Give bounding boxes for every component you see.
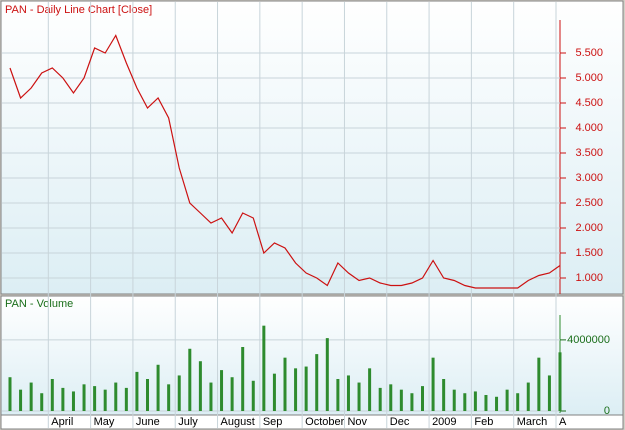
volume-bar xyxy=(251,380,255,411)
y-tick-label: 4.000 xyxy=(575,122,603,134)
y-tick-label: 3.000 xyxy=(575,172,603,184)
x-tick-label: July xyxy=(178,416,198,428)
volume-bar xyxy=(29,382,33,411)
volume-bar xyxy=(325,338,329,411)
volume-bar xyxy=(389,384,393,411)
volume-bar xyxy=(230,377,234,411)
volume-bar xyxy=(167,384,171,411)
volume-bar xyxy=(156,364,160,411)
volume-bar xyxy=(262,325,266,411)
y-tick-label: 4.500 xyxy=(575,97,603,109)
volume-bar xyxy=(114,382,118,411)
volume-bar xyxy=(93,386,97,411)
volume-bar xyxy=(516,393,520,411)
volume-bar xyxy=(82,384,86,411)
volume-bar xyxy=(283,357,287,411)
y-tick-label: 2.000 xyxy=(575,222,603,234)
volume-bar xyxy=(8,377,12,411)
x-tick-label: Feb xyxy=(474,416,493,428)
volume-bar xyxy=(272,373,276,411)
volume-bar xyxy=(241,347,245,411)
x-tick-label: Dec xyxy=(390,416,410,428)
x-axis-strip xyxy=(0,414,624,430)
volume-bar xyxy=(547,375,551,411)
x-tick-label: Nov xyxy=(347,416,367,428)
volume-bar xyxy=(442,379,446,411)
x-tick-label: Sep xyxy=(263,416,283,428)
volume-bar xyxy=(188,348,192,411)
volume-title: PAN - Volume xyxy=(5,298,73,310)
volume-bar xyxy=(103,389,107,411)
volume-bar xyxy=(315,354,319,411)
volume-bar xyxy=(71,391,75,411)
volume-bar xyxy=(40,393,44,411)
volume-bar xyxy=(19,389,23,411)
volume-bar xyxy=(537,357,541,411)
x-tick-label: October xyxy=(305,416,344,428)
y-tick-label: 1.500 xyxy=(575,247,603,259)
price-panel xyxy=(0,0,624,295)
volume-bar xyxy=(209,382,213,411)
y-tick-label: 5.500 xyxy=(575,47,603,59)
volume-bar xyxy=(124,387,128,411)
x-tick-label: March xyxy=(517,416,548,428)
price-line xyxy=(9,34,561,289)
volume-bar xyxy=(421,386,424,411)
volume-bar xyxy=(61,387,65,411)
volume-bar xyxy=(198,361,202,411)
y-tick-label: 1.000 xyxy=(575,272,603,284)
x-tick-label: May xyxy=(94,416,115,428)
volume-bar xyxy=(220,370,224,411)
volume-bar xyxy=(346,375,350,411)
volume-bar xyxy=(294,368,298,411)
x-tick-label: 2009 xyxy=(432,416,456,428)
price-title: PAN - Daily Line Chart [Close] xyxy=(5,4,152,16)
x-tick-label: August xyxy=(221,416,255,428)
volume-bar xyxy=(357,382,361,411)
x-tick-label: June xyxy=(136,416,160,428)
volume-bar xyxy=(452,389,456,411)
volume-bar xyxy=(50,379,54,411)
volume-bar xyxy=(378,387,382,411)
y-tick-label: 5.000 xyxy=(575,72,603,84)
volume-bar xyxy=(484,395,488,411)
volume-bar xyxy=(368,368,372,411)
volume-bar xyxy=(526,382,530,411)
volume-bar xyxy=(399,389,403,411)
volume-bar xyxy=(431,357,435,411)
volume-bar xyxy=(473,391,477,411)
y-tick-label: 3.500 xyxy=(575,147,603,159)
x-tick-label: April xyxy=(51,416,73,428)
volume-bar xyxy=(135,371,139,411)
volume-bar xyxy=(558,352,562,411)
y-tick-label: 2.500 xyxy=(575,197,603,209)
volume-bar xyxy=(304,366,308,411)
volume-bar xyxy=(505,389,509,411)
volume-bar xyxy=(177,375,181,411)
y-tick-label: 4000000 xyxy=(567,334,610,346)
y-tick-label: 0 xyxy=(604,405,610,417)
volume-bar xyxy=(410,393,414,411)
volume-bar xyxy=(495,396,499,411)
volume-bar xyxy=(463,393,467,411)
x-tick-label: A xyxy=(559,416,567,428)
volume-bar xyxy=(146,379,149,411)
volume-bar xyxy=(336,379,340,411)
